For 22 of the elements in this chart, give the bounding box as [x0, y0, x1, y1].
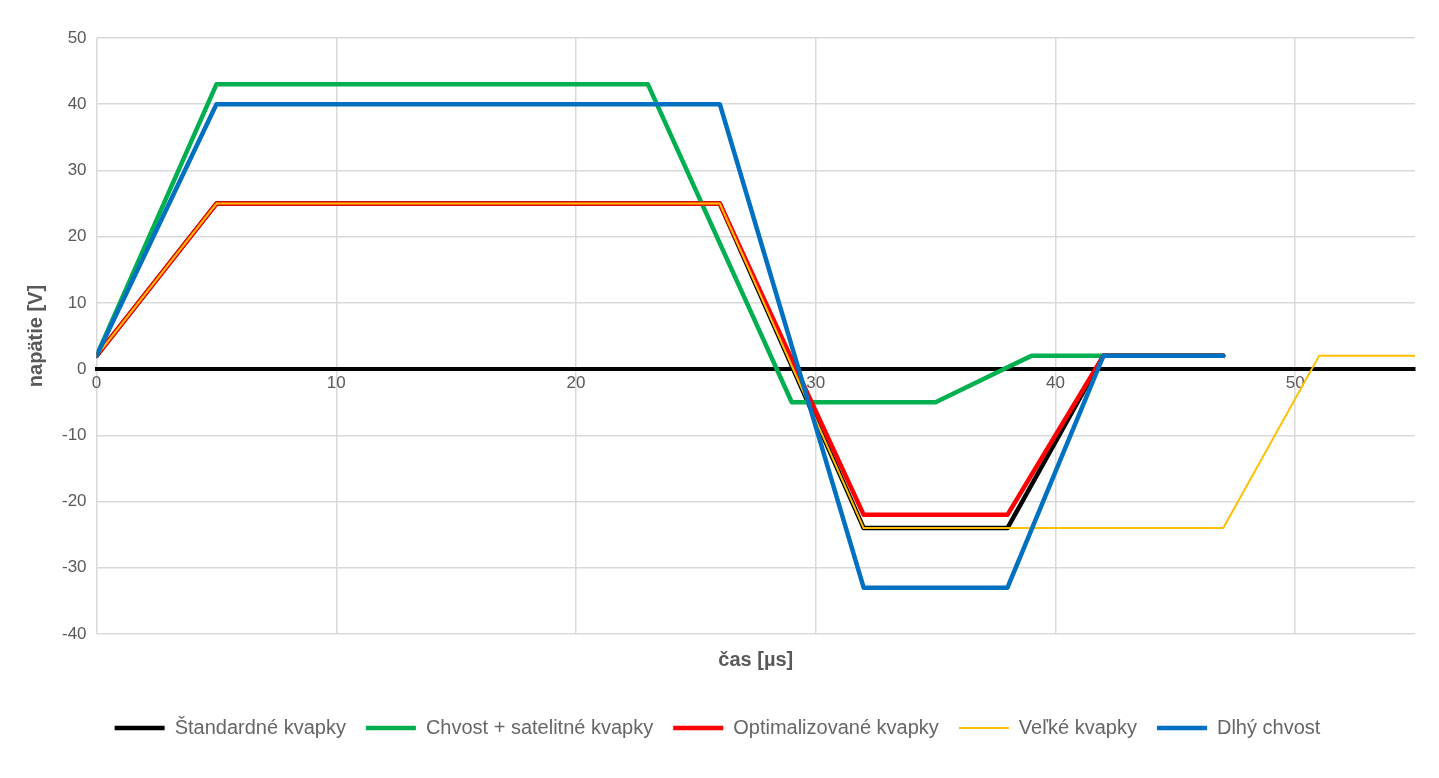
y-tick-label: 50: [67, 27, 87, 47]
y-tick-label: -30: [61, 557, 87, 577]
x-tick-label: 20: [566, 373, 586, 392]
y-tick-label: 30: [67, 160, 87, 180]
y-tick-label: -40: [61, 623, 87, 643]
y-tick-label: 0: [77, 358, 87, 378]
legend-label: Štandardné kvapky: [174, 715, 346, 738]
y-axis-title: napätie [V]: [23, 284, 46, 388]
y-tick-label: 40: [67, 93, 87, 113]
legend-label: Dlhý chvost: [1216, 715, 1321, 738]
legend-label: Veľké kvapky: [1018, 715, 1137, 738]
x-tick-label: 10: [326, 373, 346, 392]
y-tick-label: -10: [61, 425, 87, 445]
x-axis-title: čas [µs]: [718, 647, 794, 670]
y-tick-label: -20: [61, 491, 87, 511]
x-tick-label: 40: [1045, 373, 1065, 392]
y-tick-label: 20: [67, 226, 87, 246]
x-tick-label: 30: [806, 373, 826, 392]
legend-label: Chvost + satelitné kvapky: [425, 715, 654, 738]
legend-label: Optimalizované kvapky: [733, 715, 939, 738]
x-tick-label: 0: [91, 373, 102, 392]
y-tick-label: 10: [67, 292, 87, 312]
